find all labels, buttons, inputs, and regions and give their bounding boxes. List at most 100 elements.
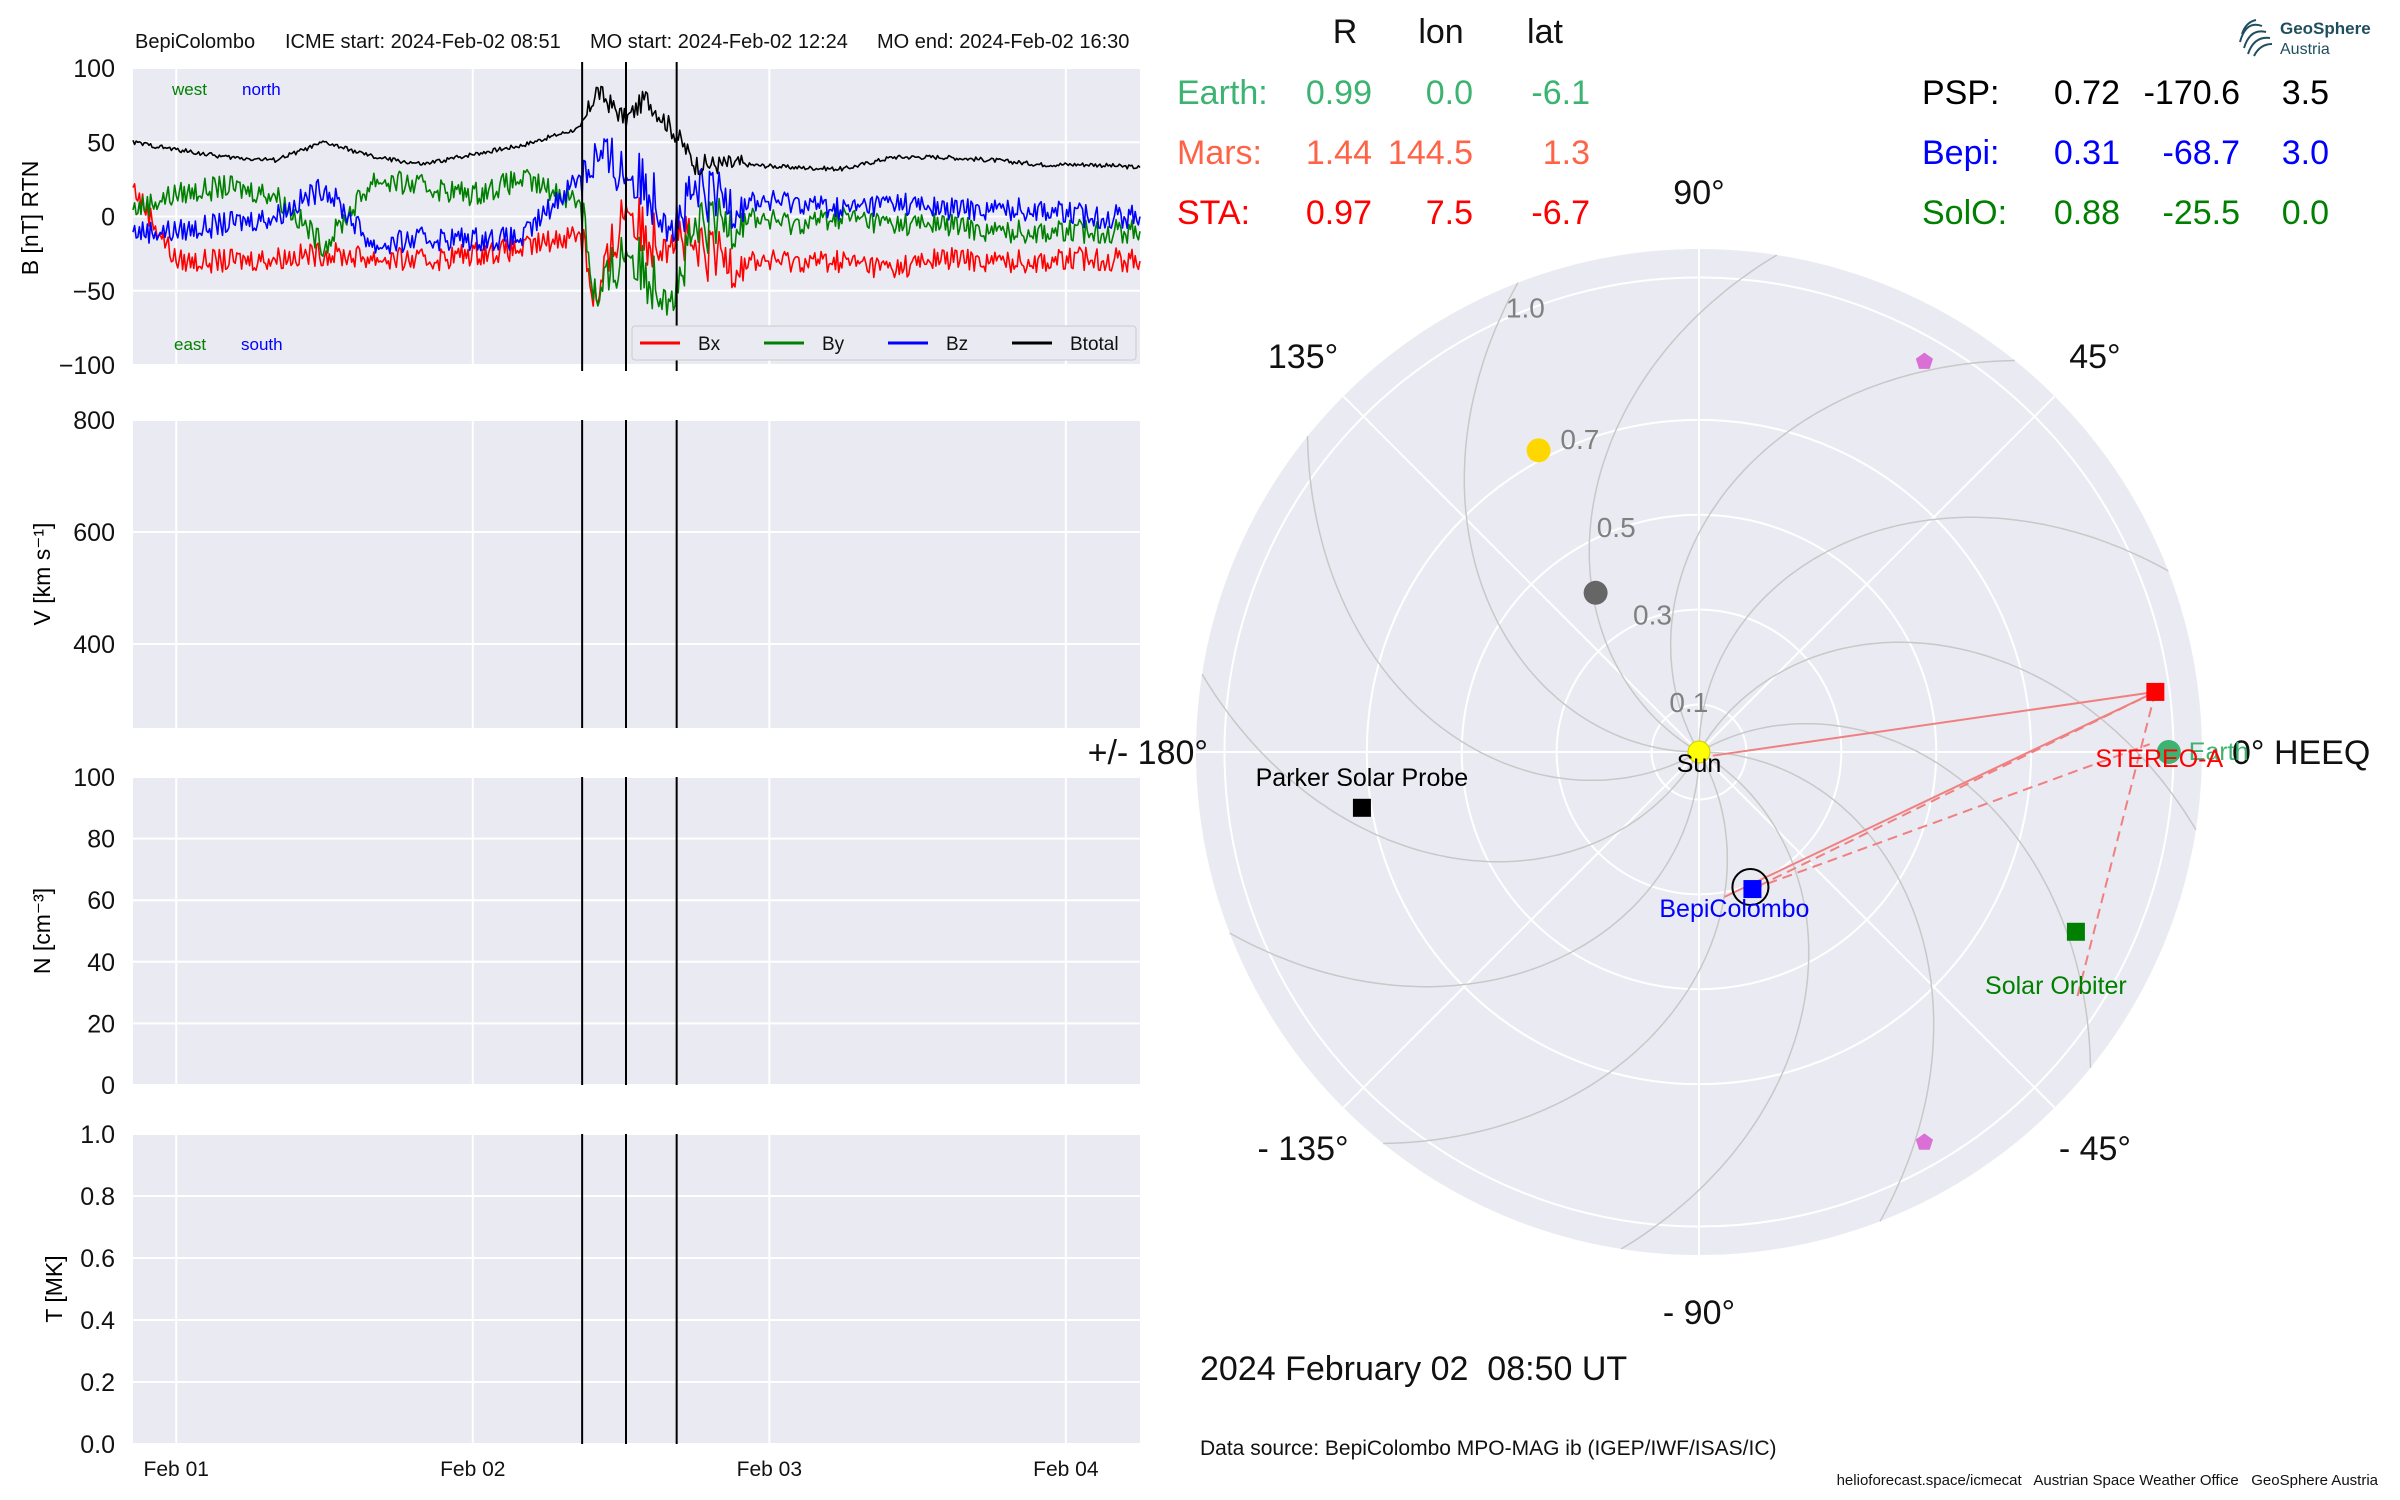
series-line-by	[132, 168, 1141, 316]
parker-spiral-line	[1620, 751, 1810, 1250]
angle-label: +/- 180°	[1088, 734, 1208, 772]
ytick-label: 400	[73, 631, 115, 659]
parker-spiral-line	[1698, 722, 2092, 1068]
radial-tick-label: 0.1	[1669, 687, 1708, 718]
timeseries-header: BepiColombo ICME start: 2024-Feb-02 08:5…	[135, 31, 1129, 53]
panel-v-ylabel: V [km s⁻¹]	[29, 523, 55, 626]
body-marker-stereo-a	[2146, 682, 2165, 701]
header-icme-start: ICME start: 2024-Feb-02 08:51	[285, 31, 561, 53]
table-name-psp: PSP:	[1922, 74, 1999, 112]
body-marker-bepicolombo	[1743, 880, 1762, 899]
panel-n-yticks: 0 20 40 60 80 100	[73, 764, 115, 1100]
annotation-west: west	[171, 80, 207, 99]
table-lat-bepi: 3.0	[2282, 134, 2329, 172]
polar-spoke	[1342, 751, 1700, 1109]
header-spacecraft: BepiColombo	[135, 31, 255, 53]
angle-label: - 45°	[2059, 1130, 2131, 1168]
panel-v: 400 600 800 V [km s⁻¹]	[29, 407, 1140, 728]
body-marker-sun	[1687, 740, 1711, 764]
parker-spiral-line	[1463, 282, 1700, 753]
annotation-south: south	[241, 335, 283, 354]
body-label-solar-orbiter: Solar Orbiter	[1985, 972, 2127, 1000]
ytick-label: −50	[73, 278, 115, 306]
angle-label: 90°	[1673, 174, 1724, 212]
polar-angle-labels: 0° HEEQ 45° 90° 135° +/- 180° - 135° - 90° - 45…	[1088, 174, 2371, 1332]
table-r-solo: 0.88	[2054, 194, 2120, 232]
panel-n-grid	[133, 776, 1140, 1086]
legend-label-by: By	[822, 334, 845, 355]
series-line-bx	[132, 183, 1141, 307]
table-r-mars: 1.44	[1306, 134, 1372, 172]
radial-tick-label: 0.5	[1597, 512, 1636, 543]
angle-label: - 90°	[1663, 1294, 1735, 1332]
ytick-label: 0.4	[80, 1307, 115, 1335]
parker-spiral-line	[1698, 516, 2169, 753]
body-marker-solar-orbiter	[2066, 922, 2085, 941]
parker-spiral-line	[1669, 359, 2015, 753]
radial-tick-label: 1.0	[1506, 293, 1545, 324]
table-name-solo: SolO:	[1922, 194, 2007, 232]
cme-dashed-line	[2076, 691, 2157, 998]
geosphere-logo: GeoSphere Austria	[2236, 12, 2396, 62]
table-r-sta: 0.97	[1306, 194, 1372, 232]
parker-spirals	[1201, 254, 2197, 1250]
logo-mark-icon	[2239, 19, 2273, 57]
logo-line-1: GeoSphere	[2280, 19, 2371, 38]
table-lon-earth: 0.0	[1426, 74, 1473, 112]
panel-b-ylabel: B [nT] RTN	[17, 161, 43, 276]
ytick-label: 20	[87, 1010, 115, 1038]
ytick-label: 600	[73, 519, 115, 547]
body-label-bepicolombo: BepiColombo	[1659, 895, 1809, 923]
angle-label: 0° HEEQ	[2232, 734, 2370, 772]
table-r-earth: 0.99	[1306, 74, 1372, 112]
legend-label-bz: Bz	[946, 334, 968, 355]
table-rows-right: PSP: 0.72 -170.6 3.5 Bepi: 0.31 -68.7 3.0 SolO: 0…	[1922, 74, 2329, 232]
logo-line-2: Austria	[2280, 41, 2330, 58]
table-header-lat: lat	[1527, 13, 1563, 51]
xtick-label: Feb 02	[440, 1458, 505, 1481]
table-lon-solo: -25.5	[2163, 194, 2241, 232]
body-marker-venus	[1526, 438, 1551, 463]
table-name-bepi: Bepi:	[1922, 134, 2000, 172]
ytick-label: 800	[73, 407, 115, 435]
footer-datetime: 2024 February 02 08:50 UT	[1200, 1350, 1627, 1388]
cme-dashed-line	[1752, 743, 2151, 890]
body-marker-l5	[1915, 352, 1933, 369]
annotation-north: north	[242, 80, 281, 99]
parker-spiral-line	[1306, 436, 1700, 782]
panel-v-event-lines	[581, 420, 678, 728]
legend-label-btotal: Btotal	[1070, 334, 1119, 355]
ytick-label: 0.0	[80, 1431, 115, 1459]
polar-spoke	[1342, 395, 1700, 753]
ytick-label: −100	[59, 352, 115, 380]
cme-geometry	[1712, 690, 2157, 998]
panel-n-axes	[133, 777, 1140, 1085]
angle-label: - 135°	[1258, 1130, 1349, 1168]
legend-label-bx: Bx	[698, 334, 721, 355]
footer-data-source: Data source: BepiColombo MPO-MAG ib (IGE…	[1200, 1437, 1777, 1460]
table-r-psp: 0.72	[2054, 74, 2120, 112]
series-line-btotal	[132, 85, 1141, 176]
radial-tick-label: 0.3	[1633, 599, 1672, 630]
table-lon-bepi: -68.7	[2163, 134, 2241, 172]
header-mo-start: MO start: 2024-Feb-02 12:24	[590, 31, 848, 53]
table-lon-mars: 144.5	[1388, 134, 1473, 172]
panel-v-yticks: 400 600 800	[73, 407, 115, 659]
table-lat-sta: -6.7	[1531, 194, 1590, 232]
body-label-earth: Earth	[2189, 738, 2249, 766]
cme-solid-line	[1712, 690, 2156, 757]
legend-frame	[631, 325, 1137, 361]
table-name-sta: STA:	[1177, 194, 1250, 232]
panel-n-event-lines	[581, 777, 678, 1085]
parker-spiral-line	[1229, 751, 1700, 988]
table-lat-mars: 1.3	[1543, 134, 1590, 172]
panel-n: 0 20 40 60 80 100 N [cm⁻³]	[29, 764, 1140, 1100]
parker-spiral-line	[1698, 751, 1935, 1222]
panel-v-grid	[133, 419, 1140, 728]
table-lat-psp: 3.5	[2282, 74, 2329, 112]
body-marker-parker-solar-probe	[1352, 798, 1371, 817]
ytick-label: 60	[87, 887, 115, 915]
body-label-parker-solar-probe: Parker Solar Probe	[1256, 764, 1469, 792]
